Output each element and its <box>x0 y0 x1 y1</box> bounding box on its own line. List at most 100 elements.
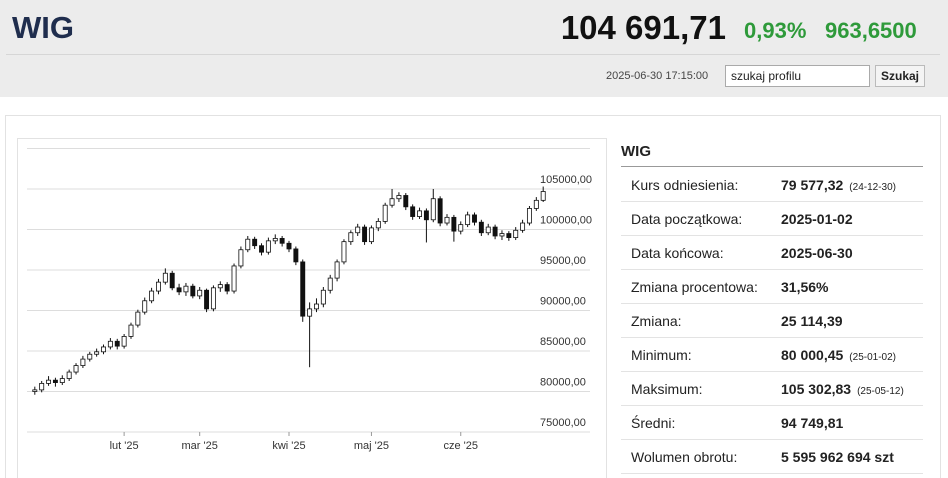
candle-body <box>204 289 210 310</box>
row-label: Wolumen obrotu: <box>631 449 738 465</box>
x-tick-label: lut '25 <box>110 440 139 452</box>
candle-body <box>197 289 203 297</box>
candle-body <box>403 195 409 208</box>
table-row: Wolumen obrotu: 5 595 962 694 szt <box>621 440 923 474</box>
table-row: Minimum: 80 000,45 (25-01-02) <box>621 338 923 372</box>
candle-body <box>265 240 271 253</box>
candle-body <box>334 261 340 279</box>
candle-body <box>327 277 333 291</box>
candle-body <box>362 226 368 243</box>
candle-body <box>320 289 326 305</box>
y-tick-label: 100000,00 <box>540 215 592 227</box>
x-tick-label: maj '25 <box>354 440 389 452</box>
datetime: 2025-06-30 17:15:00 <box>606 70 709 82</box>
row-label: Zmiana: <box>631 313 682 329</box>
candle-body <box>87 353 93 360</box>
candle-body <box>465 214 471 226</box>
header-bar: WIG 104 691,71 0,93% 963,6500 2025-06-30… <box>0 0 948 97</box>
candle-body <box>307 308 313 317</box>
candle-body <box>101 346 106 353</box>
x-tick-label: cze '25 <box>443 440 478 452</box>
y-tick-label: 75000,00 <box>540 417 586 429</box>
candle-body <box>259 245 264 253</box>
row-label: Minimum: <box>631 347 692 363</box>
separator <box>6 54 940 55</box>
candle-body <box>59 378 65 383</box>
y-tick-label: 80000,00 <box>540 377 586 389</box>
candle-body <box>458 224 464 232</box>
row-note: (25-05-12) <box>857 386 904 397</box>
candle-body <box>39 382 45 391</box>
candle-body <box>417 210 422 217</box>
table-row: Zmiana: 25 114,39 <box>621 304 923 338</box>
candle-body <box>444 216 450 224</box>
candle-body <box>73 365 79 373</box>
candle-body <box>156 281 161 292</box>
change: 963,6500 <box>825 18 917 43</box>
candle-body <box>52 379 58 383</box>
row-value: 2025-01-02 <box>781 211 853 227</box>
search-input[interactable]: szukaj profilu <box>725 65 870 87</box>
row-value: 25 114,39 <box>781 313 843 329</box>
candle-body <box>272 238 278 242</box>
candle-body <box>437 198 443 224</box>
candle-body <box>293 248 299 263</box>
y-tick-label: 90000,00 <box>540 296 586 308</box>
candle-body <box>389 198 395 206</box>
table-row: Zmiana procentowa: 31,56% <box>621 270 923 304</box>
row-label: Data początkowa: <box>631 211 743 227</box>
candle-body <box>423 210 429 221</box>
candle-body <box>533 199 539 209</box>
content-panel <box>5 115 941 478</box>
row-value: 79 577,32 (24-12-30) <box>781 177 896 193</box>
candle-body <box>526 208 532 224</box>
table-row: Kurs odniesienia: 79 577,32 (24-12-30) <box>621 168 923 202</box>
candle-body <box>499 233 505 237</box>
search-button[interactable]: Szukaj <box>875 65 925 87</box>
row-note: (24-12-30) <box>849 182 896 193</box>
candle-body <box>430 198 436 221</box>
candle-body <box>520 222 526 231</box>
last-price: 104 691,71 <box>560 9 726 46</box>
candle-body <box>485 226 491 234</box>
candle-body <box>176 287 182 293</box>
table-row: Data końcowa: 2025-06-30 <box>621 236 923 270</box>
candle-body <box>210 287 216 310</box>
row-label: Data końcowa: <box>631 245 724 261</box>
row-value: 2025-06-30 <box>781 245 853 261</box>
row-label: Maksimum: <box>631 381 703 397</box>
candle-body <box>217 284 223 289</box>
candle-body <box>224 284 230 292</box>
candle-body <box>492 226 498 237</box>
table-title: WIG <box>621 143 651 160</box>
candle-body <box>94 351 100 355</box>
candle-body <box>513 229 519 238</box>
candle-body <box>190 285 196 297</box>
chart-box <box>17 138 607 478</box>
candle-body <box>375 220 381 229</box>
y-tick-label: 85000,00 <box>540 336 586 348</box>
candle-body <box>506 233 512 239</box>
candle-body <box>451 216 457 232</box>
candle-body <box>183 285 189 293</box>
x-tick-label: mar '25 <box>182 440 218 452</box>
candle-body <box>396 195 402 200</box>
change-pct: 0,93% <box>744 18 807 43</box>
candle-body <box>286 242 292 250</box>
table-row: Średni: 94 749,81 <box>621 406 923 440</box>
candle-body <box>252 238 258 247</box>
row-label: Zmiana procentowa: <box>631 279 758 295</box>
candle-body <box>128 324 134 337</box>
row-value: 31,56% <box>781 279 829 295</box>
candle-body <box>472 214 477 223</box>
row-value: 5 595 962 694 szt <box>781 449 894 465</box>
candle-body <box>107 340 113 348</box>
candle-body <box>540 191 546 201</box>
candle-body <box>382 204 388 222</box>
y-tick-label: 105000,00 <box>540 174 592 186</box>
table-row: Maksimum: 105 302,83 (25-05-12) <box>621 372 923 406</box>
candle-body <box>368 227 374 243</box>
table-rule <box>621 166 923 167</box>
candle-body <box>238 249 244 267</box>
